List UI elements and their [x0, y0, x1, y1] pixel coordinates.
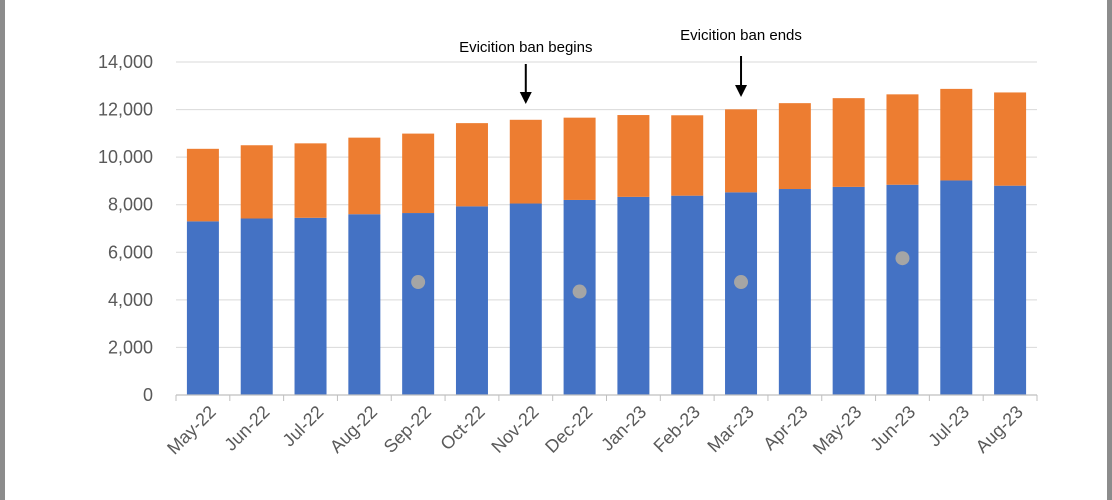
scatter-points [411, 251, 910, 299]
annotation-arrow-head [735, 85, 748, 97]
bar-segment-orange [294, 143, 327, 218]
bar-segment-blue [671, 195, 704, 395]
bar-segment-orange [509, 119, 542, 204]
x-tick-label: Mar-23 [703, 402, 757, 456]
bar-segment-blue [994, 185, 1027, 395]
bar-segment-blue [509, 203, 542, 395]
annotation-label: Evicition ban begins [459, 39, 592, 56]
x-tick-label: Jun-22 [220, 402, 273, 455]
bar-segment-blue [455, 206, 488, 395]
scatter-point [572, 284, 587, 299]
y-tick-label: 8,000 [108, 195, 153, 215]
x-tick-label: Jun-23 [866, 402, 919, 455]
bar-segment-orange [940, 88, 973, 181]
bar-segment-blue [617, 196, 650, 395]
bar-segment-blue [940, 180, 973, 395]
x-tick-label: May-23 [809, 402, 866, 459]
annotation-label: Evicition ban ends [680, 27, 802, 44]
bar-segment-blue [832, 186, 865, 395]
bar-segment-orange [725, 109, 758, 193]
x-tick-label: Jul-23 [924, 402, 973, 451]
bar-segment-blue [402, 213, 435, 395]
y-tick-label: 2,000 [108, 337, 153, 357]
bar-segment-blue [725, 192, 758, 395]
bar-segment-orange [832, 98, 865, 187]
y-tick-label: 4,000 [108, 290, 153, 310]
y-tick-label: 0 [143, 385, 153, 405]
bar-segment-orange [455, 123, 488, 207]
bar-segment-blue [240, 218, 273, 395]
bar-segment-orange [348, 137, 381, 215]
y-tick-label: 14,000 [98, 52, 153, 72]
x-tick-label: Aug-22 [326, 402, 381, 457]
y-tick-label: 10,000 [98, 147, 153, 167]
bar-segment-orange [402, 133, 435, 214]
bar-segment-orange [563, 117, 596, 200]
x-tick-label: May-22 [163, 402, 220, 459]
y-axis-tick-labels: 0 2,000 4,000 6,000 8,000 10,000 12,000 14,000 [98, 52, 153, 405]
annotations: Evicition ban begins Evicition ban ends [459, 27, 802, 104]
scatter-point [411, 275, 426, 290]
x-tick-label: Sep-22 [380, 402, 435, 457]
bar-segment-blue [294, 217, 327, 395]
x-tick-label: Jul-22 [279, 402, 328, 451]
x-tick-label: Aug-23 [972, 402, 1027, 457]
bars [186, 88, 1027, 395]
bar-segment-orange [186, 148, 219, 222]
x-tick-label: Jan-23 [597, 402, 650, 455]
x-axis [175, 394, 1038, 401]
bar-segment-orange [671, 115, 704, 196]
bar-segment-orange [994, 92, 1027, 186]
scatter-point [734, 275, 749, 290]
stacked-bar-chart: 02,0004,0006,0008,00010,00012,00014,000 … [98, 27, 1038, 459]
x-tick-label: Oct-22 [436, 402, 488, 454]
bar-segment-orange [240, 145, 273, 219]
x-tick-label: Feb-23 [650, 402, 704, 456]
y-tick-label: 12,000 [98, 100, 153, 120]
y-tick-label: 6,000 [108, 242, 153, 262]
bar-segment-blue [886, 184, 919, 395]
x-tick-label: Dec-22 [541, 402, 596, 457]
bar-segment-blue [778, 189, 811, 395]
bar-segment-orange [886, 94, 919, 185]
x-tick-label: Nov-22 [487, 402, 542, 457]
annotation-arrow-head [519, 92, 532, 104]
bar-segment-blue [348, 214, 381, 395]
bar-segment-blue [186, 221, 219, 395]
scatter-point [895, 251, 910, 266]
x-tick-label: Apr-23 [759, 402, 811, 454]
bar-segment-orange [617, 115, 650, 197]
bar-segment-orange [778, 103, 811, 190]
